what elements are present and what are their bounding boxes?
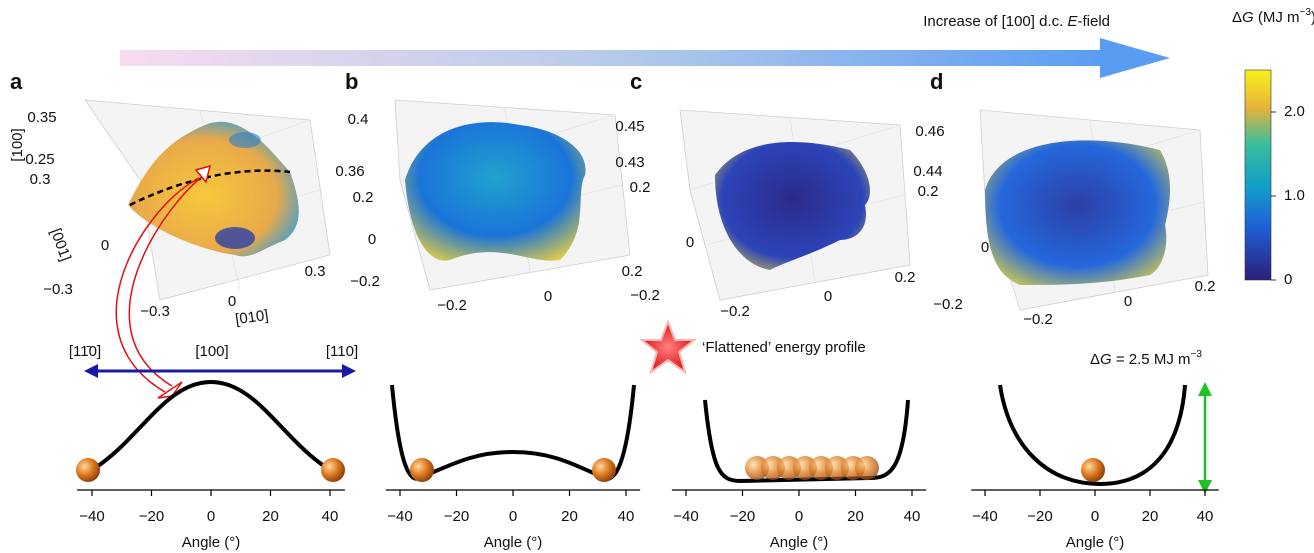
surface-tick-label: 0.2 [895, 269, 916, 286]
surface-tick-label: 0.25 [25, 151, 54, 168]
surface-tick-label: −0.2 [720, 303, 750, 320]
x-tick-label: −20 [1027, 508, 1052, 525]
x-tick-label: 20 [561, 508, 578, 525]
surface-tick-label: 0 [101, 237, 109, 254]
field-arrow-head [1100, 38, 1170, 78]
surface-tick-label: 0.45 [615, 118, 644, 135]
panel-label: a [10, 69, 23, 94]
flattened-label: ‘Flattened’ energy profile [702, 339, 866, 356]
x-tick-label: 40 [618, 508, 635, 525]
axis-name: [001] [47, 226, 74, 263]
surface-tick-label: 0 [368, 231, 376, 248]
surface-tick-label: 0.2 [622, 263, 643, 280]
x-axis-label: Angle (°) [484, 534, 543, 551]
surface-tick-label: 0 [824, 288, 832, 305]
direction-label: [11̄0] [69, 343, 101, 360]
panel-label: b [345, 69, 358, 94]
surface-tick-label: 0.2 [630, 179, 651, 196]
surface-tick-label: 0.43 [615, 154, 644, 171]
panel-label: c [630, 69, 642, 94]
surface-tick-label: 0.36 [335, 163, 364, 180]
x-tick-label: 20 [847, 508, 864, 525]
field-arrow [120, 50, 1105, 66]
surface-tick-label: −0.2 [437, 297, 467, 314]
surface-tick-label: −0.3 [140, 303, 170, 320]
surface-tick-label: 0.2 [918, 183, 939, 200]
panel-label: d [930, 69, 943, 94]
energy-profile [90, 379, 332, 472]
axis-name: [100] [9, 128, 26, 161]
projection-arrow-tail [194, 164, 212, 184]
surface-tick-label: 0.4 [348, 111, 369, 128]
x-tick-label: 0 [1091, 508, 1099, 525]
balls [76, 456, 1105, 482]
x-tick-label: −40 [79, 508, 104, 525]
barrier-label: ΔG = 2.5 MJ m−3 [1090, 349, 1202, 368]
x-tick-label: −20 [730, 508, 755, 525]
surface-tick-label: 0 [1124, 293, 1132, 310]
surface-tick-label: −0.2 [933, 296, 963, 313]
surface-tick-label: 0.3 [305, 263, 326, 280]
x-tick-label: 40 [1197, 508, 1214, 525]
surface-tick-label: 0.2 [353, 189, 374, 206]
axis-name: [010] [234, 307, 269, 328]
surface-valley [229, 132, 261, 148]
surface-tick-label: 0 [544, 288, 552, 305]
surface-tick-label: 0 [686, 234, 694, 251]
energy-surface [405, 122, 586, 261]
direction-label: [110] [326, 343, 358, 360]
surface-tick-label: 0.2 [1195, 278, 1216, 295]
colorbar [1244, 69, 1272, 281]
direction-label: [100] [195, 343, 228, 360]
x-axis-label: Angle (°) [182, 534, 241, 551]
direction-arrow-head [84, 364, 98, 378]
x-tick-label: 40 [904, 508, 921, 525]
projection-arrow-head [157, 381, 183, 399]
barrier-arrow-head [1198, 480, 1212, 494]
x-tick-label: 20 [262, 508, 279, 525]
surface-tick-label: 0.46 [915, 123, 944, 140]
x-tick-label: −40 [972, 508, 997, 525]
surface-tick-label: 0 [228, 293, 236, 310]
surface-tick-label: −0.2 [350, 273, 380, 290]
energy-profile [998, 384, 1187, 487]
surface-valley [215, 227, 255, 249]
energy-surface [128, 121, 299, 257]
x-tick-label: −40 [673, 508, 698, 525]
projection-arrow [115, 171, 209, 393]
arrow-label: Increase of [100] d.c. E-field [923, 13, 1110, 30]
x-tick-label: 0 [207, 508, 215, 525]
surface-tick-label: 0.44 [913, 163, 942, 180]
colorbar-title: ΔG (MJ m−3) [1232, 7, 1314, 26]
x-axis-label: Angle (°) [1066, 534, 1125, 551]
x-tick-label: −20 [444, 508, 469, 525]
x-tick-label: −40 [387, 508, 412, 525]
surface-tick-label: 0.35 [27, 109, 56, 126]
x-tick-label: 0 [509, 508, 517, 525]
x-tick-label: 0 [795, 508, 803, 525]
energy-surface [715, 142, 870, 270]
colorbar-tick-label: 1.0 [1284, 187, 1305, 204]
direction-arrow-head [342, 364, 356, 378]
x-tick-label: −20 [139, 508, 164, 525]
surface-tick-label: 0 [981, 239, 989, 256]
x-axis-label: Angle (°) [770, 534, 829, 551]
colorbar-tick-label: 2.0 [1284, 103, 1305, 120]
surface-tick-label: −0.3 [43, 281, 73, 298]
barrier-arrow-head [1198, 382, 1212, 396]
x-tick-label: 40 [322, 508, 339, 525]
surface-tick-label: −0.2 [1023, 311, 1053, 328]
colorbar-tick-label: 0 [1284, 271, 1292, 288]
star [639, 319, 697, 375]
energy-surface [985, 140, 1170, 285]
surface-tick-label: 0.3 [30, 171, 51, 188]
surface-tick-label: −0.2 [630, 287, 660, 304]
x-tick-label: 20 [1142, 508, 1159, 525]
path-line [129, 169, 291, 207]
